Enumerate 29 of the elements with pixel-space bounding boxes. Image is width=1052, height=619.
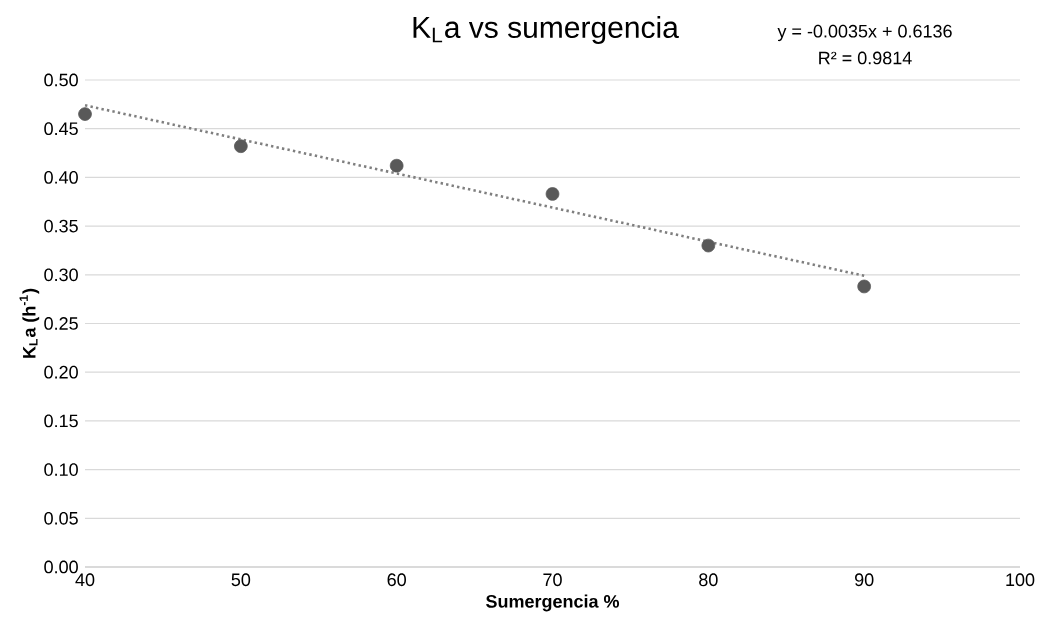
y-tick-label: 0.40 <box>44 171 78 184</box>
y-tick-label: 0.25 <box>44 317 78 330</box>
x-tick-label: 40 <box>75 573 95 587</box>
x-tick-label: 80 <box>699 573 718 587</box>
y-tick-label: 0.10 <box>44 463 78 476</box>
x-tick-label: 60 <box>387 573 406 587</box>
x-tick-label: 90 <box>855 573 874 587</box>
x-tick-label: 70 <box>543 573 562 587</box>
chart-title: K$_{L}$a vs sumergencia <box>413 16 679 44</box>
y-tick-label: 0.35 <box>44 219 78 233</box>
y-tick-label: 0.30 <box>44 268 78 282</box>
point <box>857 279 871 294</box>
y-tick-label: 0.50 <box>44 73 78 87</box>
point <box>78 107 92 121</box>
text: y = -0.0035x + 0.6136 <box>777 24 952 42</box>
point <box>701 238 716 253</box>
x-tick-label: 50 <box>231 573 251 587</box>
y-tick-label: 0.00 <box>44 560 78 574</box>
point <box>234 139 248 154</box>
text: R² = 0.9814 <box>819 51 912 65</box>
y-axis-title: K$_{L}$a (h$^{-1}$) <box>19 288 40 358</box>
y-tick-label: 0.20 <box>44 365 78 379</box>
x-tick-label: 100 <box>1006 573 1035 587</box>
y-tick-label: 0.05 <box>44 511 78 525</box>
y-tick-label: 0.45 <box>44 122 78 136</box>
point <box>545 187 560 201</box>
y-tick-label: 0.15 <box>44 414 78 428</box>
x-axis-title: Sumergencia % <box>486 594 620 612</box>
point <box>389 158 404 173</box>
